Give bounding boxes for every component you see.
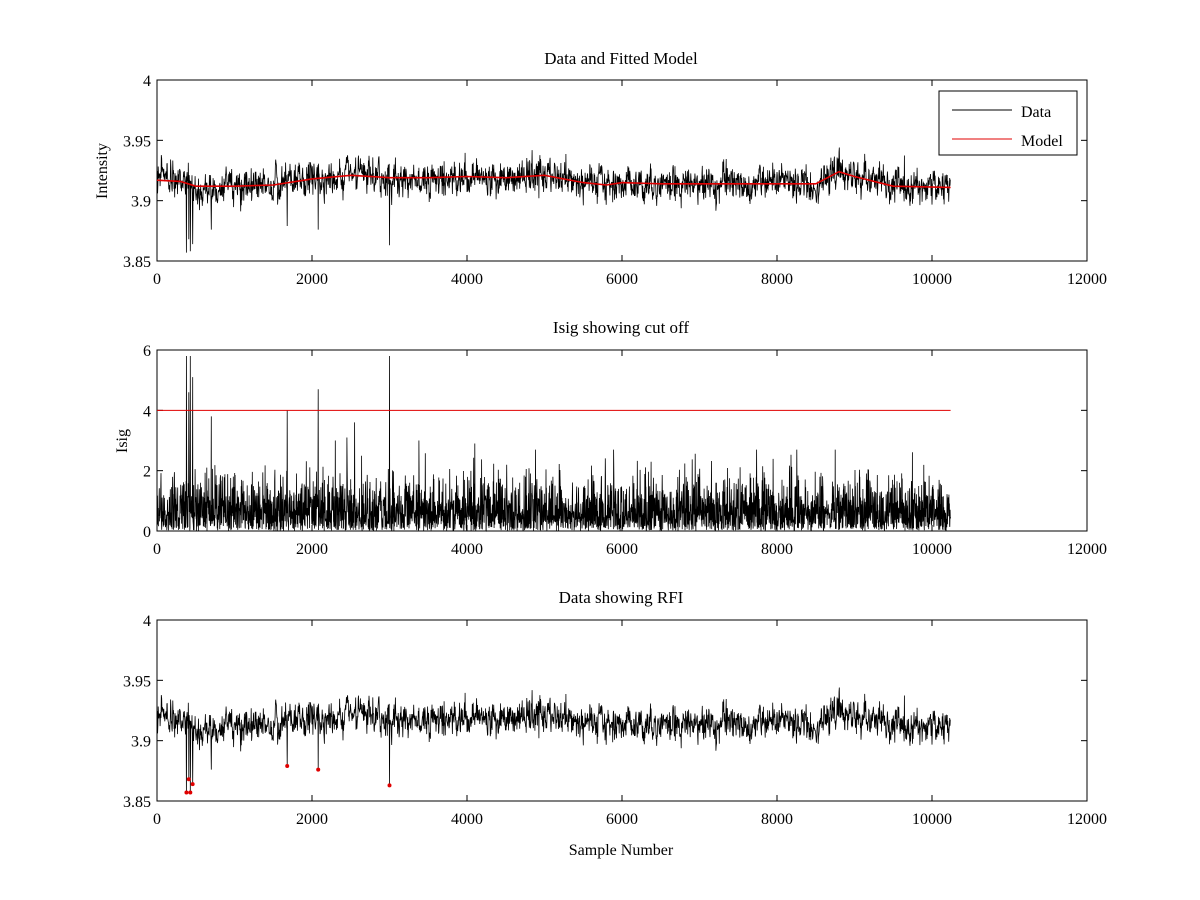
panel3-ticks: 0 2000 4000 6000 8000 10000 12000 3.85 3.9 3.95 4 xyxy=(123,613,1107,828)
rfi-marker xyxy=(316,767,321,772)
y-tick-label: 4 xyxy=(143,403,151,420)
panel1-ylabel: Intensity xyxy=(94,143,111,199)
series-model-line xyxy=(156,170,951,189)
panel1-ticks: 0 2000 4000 6000 8000 10000 12000 3.85 3.9 3.95 4 xyxy=(123,73,1107,288)
y-tick-label: 4 xyxy=(143,73,151,90)
panel-isig-cut-off: Isig showing cut off 0 2000 4000 6000 8000 10… xyxy=(114,318,1107,558)
rfi-marker xyxy=(184,790,189,795)
x-tick-label: 10000 xyxy=(912,811,952,828)
panel3-title: Data showing RFI xyxy=(559,588,684,607)
series-data-line xyxy=(156,687,951,793)
x-tick-label: 10000 xyxy=(912,271,952,288)
y-tick-label: 3.9 xyxy=(131,734,151,751)
legend-box xyxy=(938,90,1078,156)
x-tick-label: 0 xyxy=(153,271,161,288)
panel-data-fitted-model: Data and Fitted Model 0 2000 4000 6000 8000 1… xyxy=(94,49,1107,288)
x-tick-label: 6000 xyxy=(606,541,638,558)
x-tick-label: 2000 xyxy=(296,271,328,288)
panel1-series xyxy=(156,147,951,253)
x-tick-label: 8000 xyxy=(761,811,793,828)
panel1-title: Data and Fitted Model xyxy=(544,49,698,68)
y-tick-label: 3.85 xyxy=(123,794,151,811)
panel3-axes xyxy=(156,619,1088,802)
panel3-xlabel: Sample Number xyxy=(569,842,674,859)
x-tick-label: 0 xyxy=(153,541,161,558)
x-tick-label: 10000 xyxy=(912,541,952,558)
x-tick-label: 2000 xyxy=(296,541,328,558)
x-tick-label: 0 xyxy=(153,811,161,828)
y-tick-label: 3.85 xyxy=(123,254,151,271)
panel3-series xyxy=(156,687,951,795)
series-data-line xyxy=(156,147,951,253)
x-tick-label: 6000 xyxy=(606,811,638,828)
x-tick-label: 8000 xyxy=(761,271,793,288)
panel1-legend: Data Model xyxy=(938,90,1078,156)
x-tick-label: 4000 xyxy=(451,811,483,828)
x-tick-label: 8000 xyxy=(761,541,793,558)
legend-model-label: Model xyxy=(1021,133,1063,150)
panel2-ylabel: Isig xyxy=(114,429,131,453)
rfi-marker xyxy=(387,783,392,788)
x-tick-label: 4000 xyxy=(451,271,483,288)
rfi-marker xyxy=(190,782,195,787)
panel2-title: Isig showing cut off xyxy=(553,318,689,337)
x-tick-label: 6000 xyxy=(606,271,638,288)
x-tick-label: 4000 xyxy=(451,541,483,558)
rfi-marker xyxy=(285,764,290,769)
x-tick-label: 12000 xyxy=(1067,541,1107,558)
y-tick-label: 4 xyxy=(143,613,151,630)
y-tick-label: 6 xyxy=(143,343,151,360)
panel2-ticks: 0 2000 4000 6000 8000 10000 12000 0 2 4 6 xyxy=(143,343,1107,558)
y-tick-label: 3.95 xyxy=(123,133,151,150)
x-tick-label: 12000 xyxy=(1067,271,1107,288)
y-tick-label: 0 xyxy=(143,524,151,541)
legend-data-label: Data xyxy=(1021,104,1051,121)
y-tick-label: 3.9 xyxy=(131,194,151,211)
x-tick-label: 12000 xyxy=(1067,811,1107,828)
panel-data-rfi: Data showing RFI 0 2000 4000 6000 8000 10000 1… xyxy=(123,588,1107,859)
y-tick-label: 2 xyxy=(143,464,151,481)
series-isig-line xyxy=(156,355,951,532)
y-tick-label: 3.95 xyxy=(123,673,151,690)
rfi-marker xyxy=(186,777,191,782)
panel2-series xyxy=(156,355,951,532)
rfi-marker xyxy=(188,790,193,795)
x-tick-label: 2000 xyxy=(296,811,328,828)
